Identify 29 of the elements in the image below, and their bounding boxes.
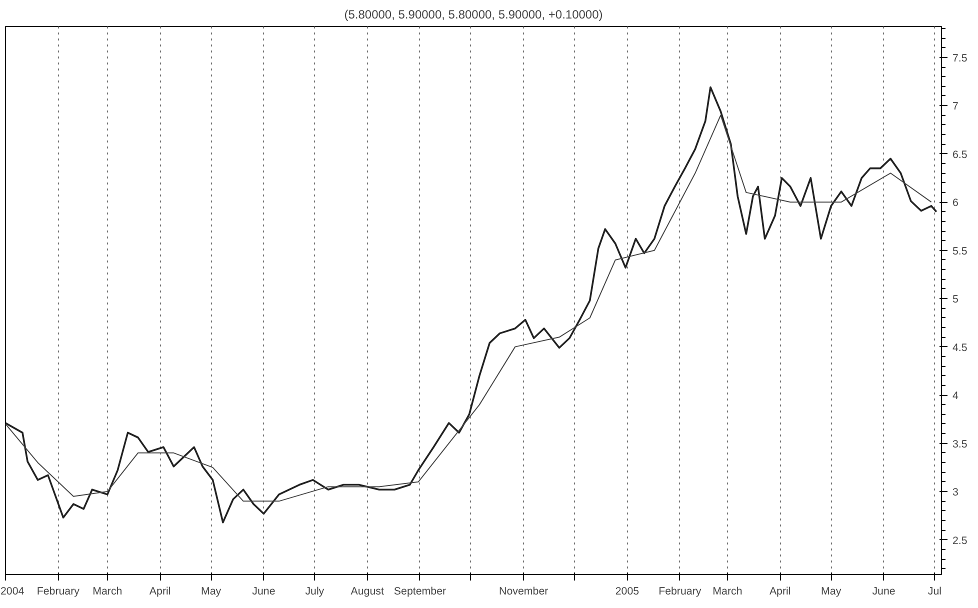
y-tick-label: 6 — [952, 197, 958, 210]
y-tick-label: 7 — [952, 100, 958, 113]
x-tick-label: 2004 — [0, 586, 24, 598]
x-tick-label: February — [658, 586, 702, 598]
y-tick-label: 6.5 — [952, 148, 968, 161]
y-tick-label: 3 — [952, 486, 958, 499]
x-tick-label: April — [769, 586, 791, 598]
y-tick-label: 5.5 — [952, 245, 968, 258]
y-tick-label: 4 — [952, 390, 958, 402]
x-tick-label: May — [821, 586, 842, 598]
y-tick-label: 4.5 — [952, 342, 968, 354]
x-tick-label: November — [499, 586, 549, 598]
x-tick-label: June — [252, 586, 276, 598]
y-tick-label: 5 — [952, 294, 958, 306]
x-tick-label: June — [872, 586, 896, 598]
y-tick-label: 3.5 — [952, 438, 968, 450]
y-tick-label: 7.5 — [952, 52, 968, 64]
x-tick-label: April — [149, 586, 171, 598]
x-tick-label: July — [305, 586, 325, 598]
x-tick-label: March — [92, 586, 122, 598]
chart-title: (5.80000, 5.90000, 5.80000, 5.90000, +0.10000) — [344, 8, 603, 22]
x-tick-label: Jul — [928, 586, 942, 598]
x-tick-label: May — [200, 586, 222, 598]
x-tick-label: February — [36, 586, 80, 598]
x-tick-label: September — [394, 586, 447, 598]
x-tick-label: March — [712, 586, 742, 598]
x-tick-label: 2005 — [615, 586, 640, 598]
y-tick-label: 2.5 — [952, 534, 968, 547]
x-tick-label: August — [350, 586, 384, 598]
